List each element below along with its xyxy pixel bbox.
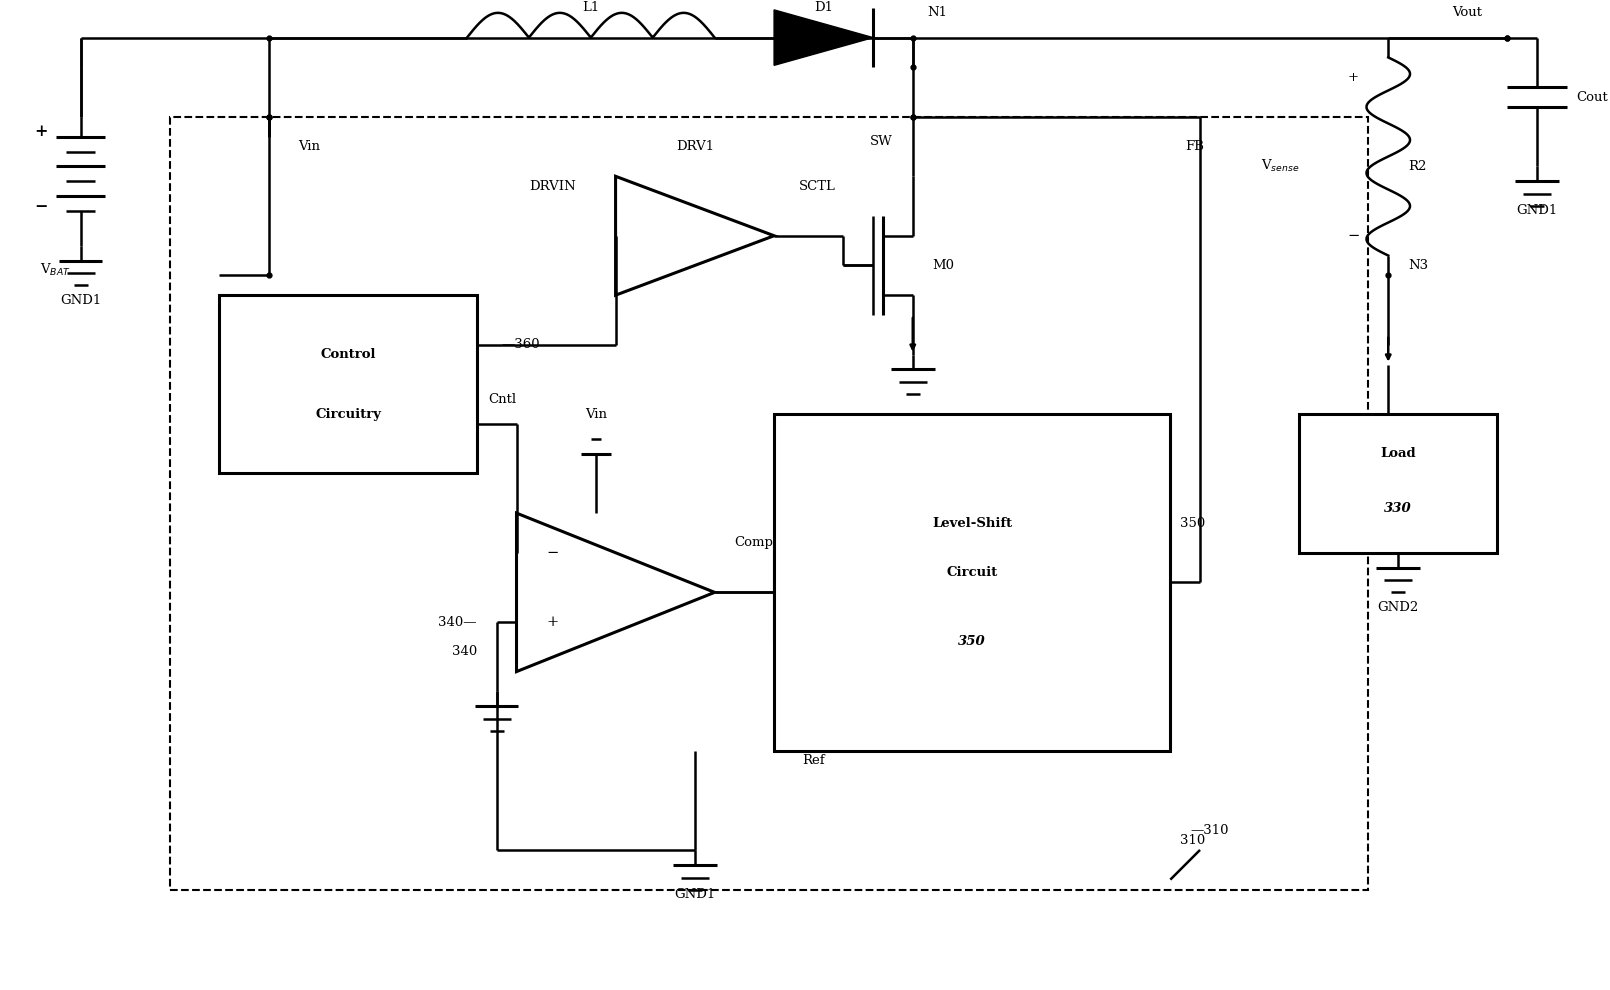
Text: +: +	[1348, 70, 1359, 84]
Text: Comp: Comp	[734, 537, 773, 549]
Text: N1: N1	[927, 6, 948, 20]
Text: FB: FB	[1185, 140, 1204, 153]
Text: Load: Load	[1380, 447, 1415, 460]
Text: —360: —360	[502, 339, 541, 351]
Text: Circuit: Circuit	[947, 566, 998, 579]
Text: 340—: 340—	[438, 616, 477, 629]
FancyBboxPatch shape	[1299, 414, 1497, 552]
Text: GND1: GND1	[1517, 205, 1557, 218]
Text: N5: N5	[834, 586, 853, 599]
Text: V$_{BAT}$: V$_{BAT}$	[40, 262, 71, 278]
Text: Control: Control	[320, 348, 375, 361]
Text: Cntl: Cntl	[488, 393, 517, 406]
Text: N3: N3	[1409, 259, 1428, 272]
Text: GND2: GND2	[1378, 601, 1418, 614]
Text: M0: M0	[932, 259, 955, 272]
Text: Circuitry: Circuitry	[316, 408, 382, 421]
Text: GND1: GND1	[675, 888, 715, 901]
Text: V$_{sense}$: V$_{sense}$	[1261, 158, 1299, 174]
Polygon shape	[774, 10, 873, 65]
FancyBboxPatch shape	[219, 295, 477, 473]
Text: −: −	[1348, 229, 1360, 243]
Text: +: +	[546, 615, 559, 629]
Text: −: −	[546, 545, 559, 559]
Text: 350: 350	[958, 636, 985, 648]
Text: D1: D1	[815, 1, 832, 15]
Text: L1: L1	[583, 1, 599, 15]
Text: DRVIN: DRVIN	[530, 180, 576, 193]
Text: Cout: Cout	[1576, 90, 1608, 104]
FancyBboxPatch shape	[774, 414, 1170, 750]
Text: +: +	[34, 123, 48, 141]
Text: R2: R2	[1409, 160, 1426, 173]
Text: SCTL: SCTL	[799, 180, 836, 193]
Text: 340: 340	[452, 645, 477, 658]
Text: DRV1: DRV1	[676, 140, 713, 153]
Text: −: −	[34, 198, 48, 215]
Text: Level-Shift: Level-Shift	[932, 517, 1013, 530]
Text: Vin: Vin	[584, 408, 607, 421]
Text: 330: 330	[1385, 502, 1412, 515]
Text: 310: 310	[1180, 834, 1206, 846]
Text: SW: SW	[869, 135, 894, 148]
Text: —310: —310	[1190, 824, 1228, 837]
Text: 350: 350	[1180, 517, 1206, 530]
Text: GND1: GND1	[60, 294, 101, 307]
Text: Vout: Vout	[1452, 6, 1483, 20]
Text: Ref: Ref	[802, 754, 824, 767]
Text: Vin: Vin	[298, 140, 320, 153]
